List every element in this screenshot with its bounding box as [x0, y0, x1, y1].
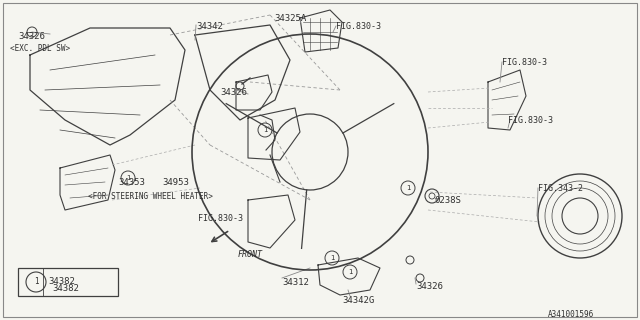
- Text: <FOR STEERING WHEEL HEATER>: <FOR STEERING WHEEL HEATER>: [88, 192, 213, 201]
- Text: 34342G: 34342G: [342, 296, 374, 305]
- Text: FIG.830-3: FIG.830-3: [198, 214, 243, 223]
- Text: 1: 1: [34, 277, 38, 286]
- Text: FIG.830-3: FIG.830-3: [336, 22, 381, 31]
- Text: 34953: 34953: [162, 178, 189, 187]
- Text: 1: 1: [330, 255, 334, 261]
- Text: 1: 1: [263, 127, 268, 133]
- Text: FRONT: FRONT: [238, 250, 263, 259]
- Text: 34342: 34342: [196, 22, 223, 31]
- Text: 34312: 34312: [282, 278, 309, 287]
- Bar: [18, 268, 118, 296]
- Text: FIG.830-3: FIG.830-3: [508, 116, 553, 125]
- Text: FIG.830-3: FIG.830-3: [502, 58, 547, 67]
- Text: 1: 1: [406, 185, 410, 191]
- Text: 1: 1: [125, 175, 131, 181]
- Text: 34325A: 34325A: [274, 14, 307, 23]
- Text: 34326: 34326: [220, 88, 247, 97]
- Text: 34382: 34382: [48, 277, 75, 286]
- Text: 34353: 34353: [118, 178, 145, 187]
- Text: 34326: 34326: [416, 282, 443, 291]
- Text: <EXC. PDL SW>: <EXC. PDL SW>: [10, 44, 70, 53]
- Text: 0238S: 0238S: [434, 196, 461, 205]
- Text: 1: 1: [348, 269, 352, 275]
- Text: A341001596: A341001596: [548, 310, 595, 319]
- Text: 34326: 34326: [18, 32, 45, 41]
- Text: FIG.343-2: FIG.343-2: [538, 184, 583, 193]
- Text: 34382: 34382: [52, 284, 79, 293]
